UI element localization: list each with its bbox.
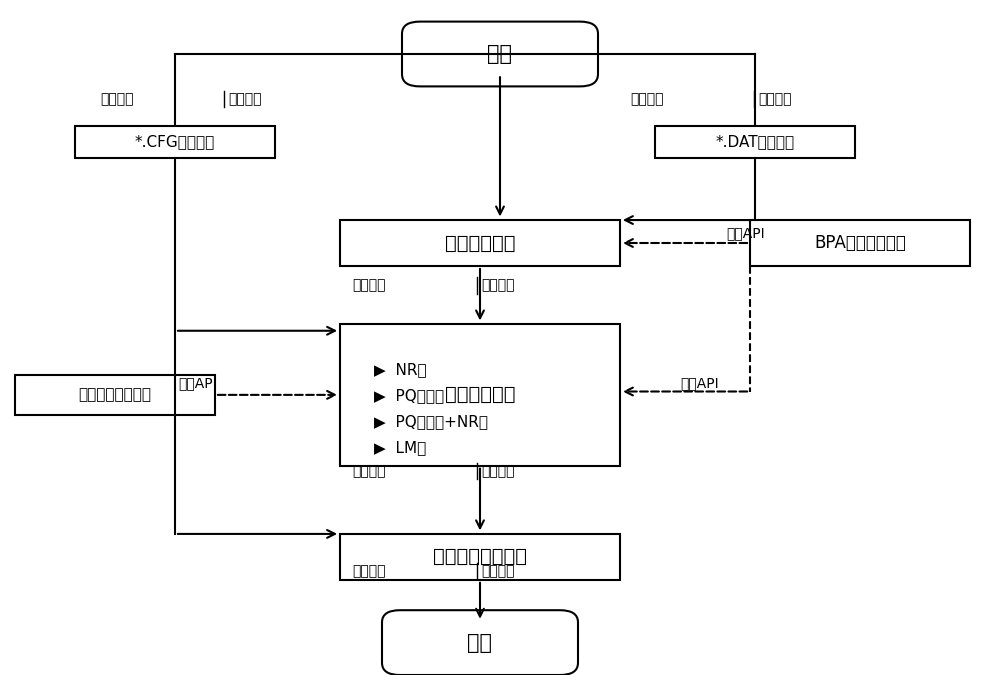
FancyBboxPatch shape — [750, 220, 970, 266]
Text: *.DAT数据文件: *.DAT数据文件 — [715, 134, 795, 149]
Text: ▶  PQ分解法+NR法: ▶ PQ分解法+NR法 — [374, 414, 488, 429]
Text: 提供API: 提供API — [680, 377, 719, 390]
Text: 潮流方程: 潮流方程 — [481, 279, 514, 292]
Text: 潮流计算模块: 潮流计算模块 — [445, 385, 515, 404]
Text: 稀疏矩阵计算模块: 稀疏矩阵计算模块 — [78, 387, 152, 402]
Text: 提供算法: 提供算法 — [100, 92, 134, 106]
Text: BPA数据接口模块: BPA数据接口模块 — [814, 234, 906, 252]
Text: 提供API: 提供API — [726, 226, 765, 240]
FancyBboxPatch shape — [655, 126, 855, 158]
Text: 系统建模模块: 系统建模模块 — [445, 234, 515, 252]
Text: 提供潮流: 提供潮流 — [352, 464, 386, 478]
FancyBboxPatch shape — [382, 610, 578, 675]
FancyBboxPatch shape — [340, 324, 620, 466]
Text: 配置参数: 配置参数 — [228, 92, 262, 106]
Text: 提供静态: 提供静态 — [630, 92, 664, 106]
Text: 提供API: 提供API — [178, 377, 217, 390]
FancyBboxPatch shape — [340, 534, 620, 580]
Text: 提供初始: 提供初始 — [352, 279, 386, 292]
Text: 分析结果: 分析结果 — [481, 564, 514, 578]
Text: *.CFG配置文件: *.CFG配置文件 — [135, 134, 215, 149]
FancyBboxPatch shape — [75, 126, 275, 158]
Text: 用户: 用户 — [488, 44, 512, 64]
Text: ▶  LM法: ▶ LM法 — [374, 441, 426, 456]
FancyBboxPatch shape — [15, 375, 215, 415]
Text: ▶  NR法: ▶ NR法 — [374, 362, 426, 377]
Text: 计算结果: 计算结果 — [481, 464, 514, 478]
Text: 输出仿真: 输出仿真 — [352, 564, 386, 578]
FancyBboxPatch shape — [402, 22, 598, 86]
FancyBboxPatch shape — [340, 220, 620, 266]
Text: 潮流结果分析模块: 潮流结果分析模块 — [433, 547, 527, 566]
Text: 用户: 用户 — [468, 632, 492, 653]
Text: 元件参数: 元件参数 — [758, 92, 792, 106]
Text: ▶  PQ分解法: ▶ PQ分解法 — [374, 388, 444, 403]
